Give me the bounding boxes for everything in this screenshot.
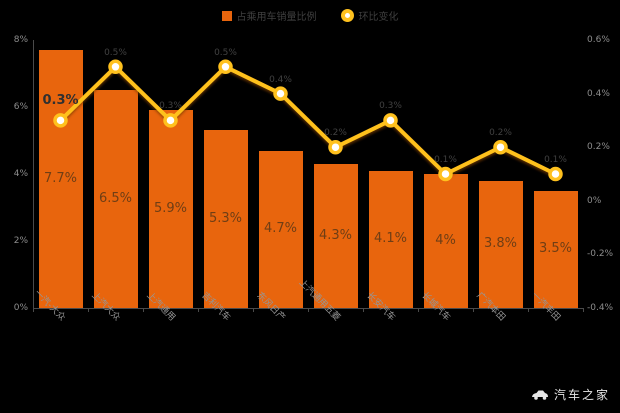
line-point-label: 0.4% [269,74,292,85]
bar-value-label: 5.3% [208,211,243,227]
bar-value-label: 5.9% [153,201,188,217]
line-point [218,59,233,75]
x-axis-tick [528,308,529,312]
line-point-label: 0.3% [379,101,402,112]
legend-label: 占乘用车销量比例 [236,12,317,23]
legend-item-1[interactable]: 环比变化 [340,8,399,23]
x-axis-tick [253,308,254,312]
bar [533,190,578,308]
x-axis-tick [143,308,144,312]
x-axis-tick [363,308,364,312]
legend-bar-marker-icon [221,10,232,21]
bar [258,150,303,308]
right-axis-tick-label: 0.6% [587,35,610,45]
line-point-label: 0.2% [489,128,512,139]
bar [478,180,523,308]
bar-value-label: 4.7% [263,221,298,237]
right-axis-tick-label: 0% [587,195,602,206]
watermark-text: 汽车之家 [553,388,610,402]
bar-value-label: 3.5% [538,241,573,257]
left-axis-tick-label: 4% [13,169,28,179]
left-axis-tick-label: 8% [13,35,28,45]
right-axis-tick-label: -0.2% [587,249,614,260]
legend-line-marker-icon [340,9,354,22]
autohome-logo-car-icon [531,390,548,400]
x-axis-tick [308,308,309,312]
watermark: 汽车之家 [531,386,610,403]
line-point [273,86,288,101]
bar-value-label: 3.8% [483,236,518,252]
bar [423,174,468,308]
bar [368,170,413,308]
line-point-label: 0.1% [434,155,457,165]
line-point-label: 0.3% [159,101,182,112]
right-axis-tick-label: -0.4% [587,303,614,313]
x-axis-tick [33,308,34,312]
line-point-label: 0.1% [544,155,567,165]
x-axis-tick [583,308,584,312]
line-point-label: 0.3% [42,93,79,109]
legend: 占乘用车销量比例 环比变化 [0,8,620,23]
left-axis-tick-label: 0% [13,303,28,313]
legend-label: 环比变化 [358,12,399,23]
line-point-label: 0.5% [104,47,127,58]
line-point [383,113,398,128]
line-point-label: 0.5% [214,47,237,58]
x-axis-tick [473,308,474,312]
left-axis-tick-label: 6% [13,102,28,112]
right-axis-tick-label: 0.2% [587,142,610,153]
left-axis-tick-label: 2% [13,236,28,246]
legend-item-0[interactable]: 占乘用车销量比例 [221,8,317,23]
y-axis-line [33,40,34,308]
bar-value-label: 6.5% [98,191,133,207]
line-point [328,139,343,155]
bar-value-label: 4.1% [373,231,408,247]
x-axis-tick [88,308,89,312]
bar [313,163,358,308]
x-axis-tick [198,308,199,312]
x-axis-tick [418,308,419,312]
line-point [108,59,123,75]
line-point-label: 0.2% [324,128,347,139]
line-point [493,139,508,155]
bar-value-label: 7.7% [43,171,78,187]
line-point [548,166,563,182]
bar-value-label: 4% [435,233,456,248]
bar-value-label: 4.3% [318,227,353,243]
right-axis-tick-label: 0.4% [587,88,610,99]
